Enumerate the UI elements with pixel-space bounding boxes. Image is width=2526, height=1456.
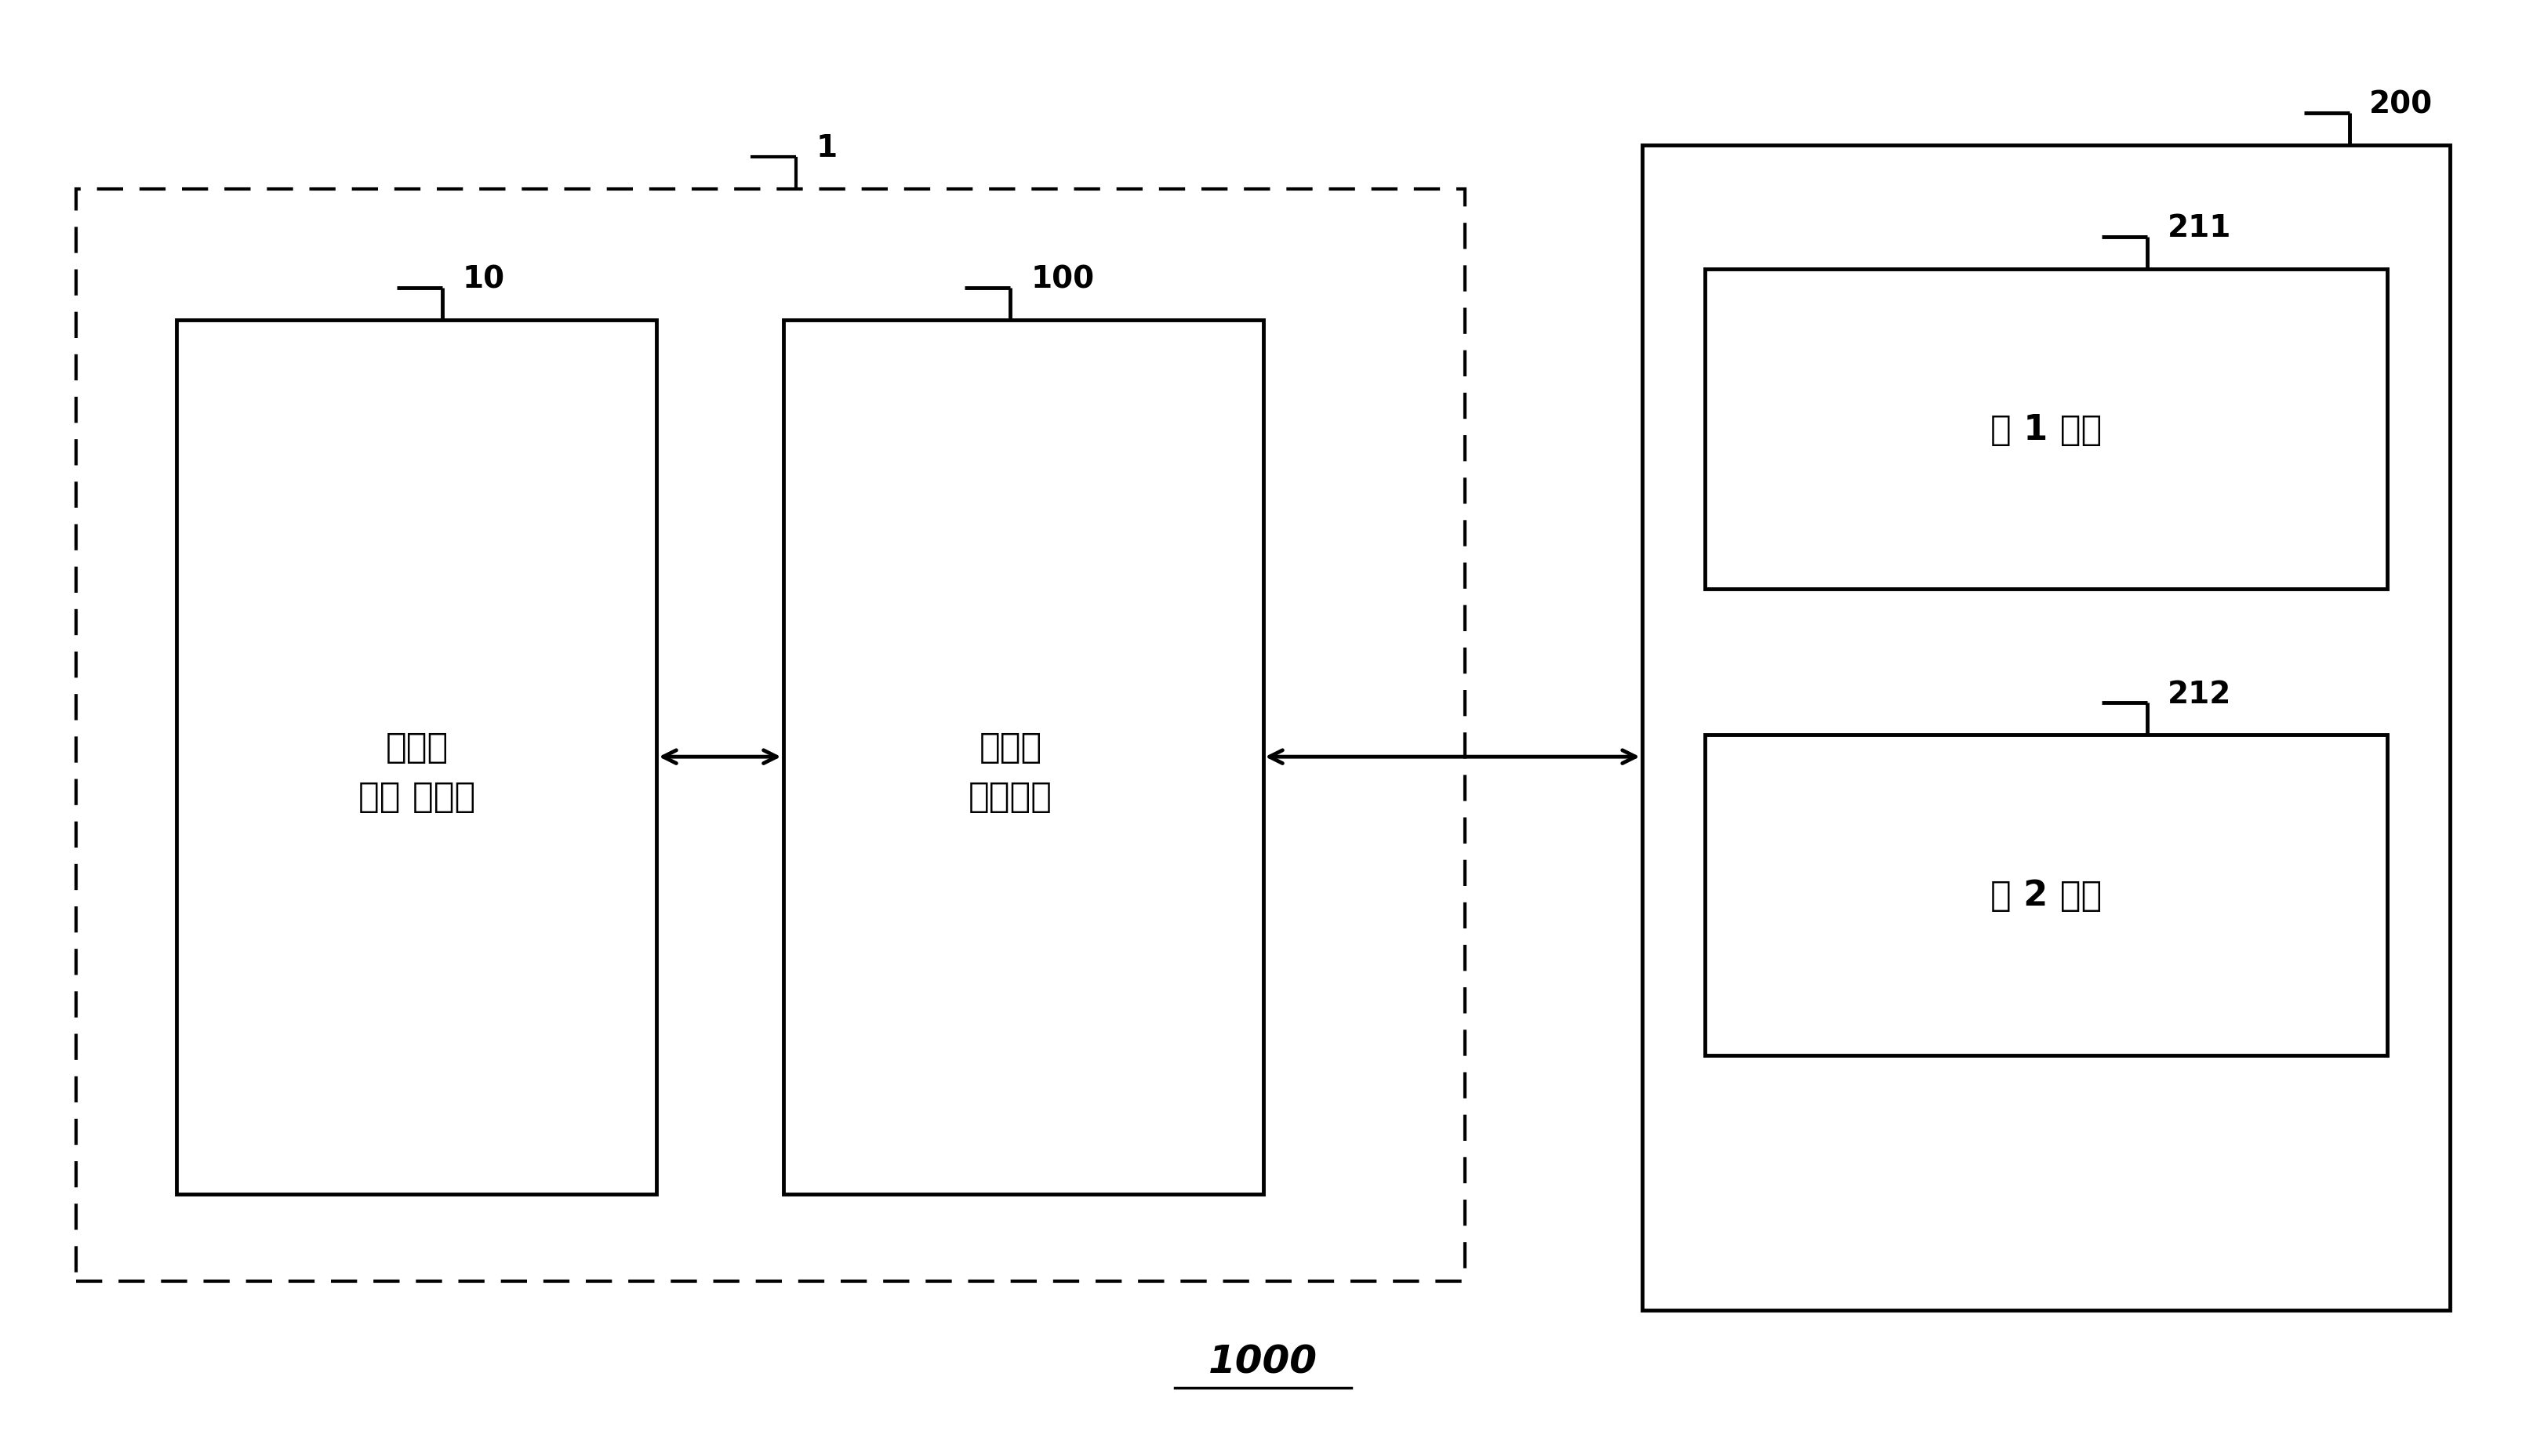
Text: 1000: 1000 [1207, 1342, 1319, 1380]
Text: 212: 212 [2167, 680, 2230, 709]
Text: 신경망
연산 처리부: 신경망 연산 처리부 [359, 729, 475, 814]
FancyBboxPatch shape [1705, 269, 2387, 590]
Text: 10: 10 [462, 265, 505, 294]
Text: 211: 211 [2167, 214, 2230, 243]
FancyBboxPatch shape [1642, 146, 2450, 1310]
Text: 메모리
컨트롤러: 메모리 컨트롤러 [967, 729, 1053, 814]
Text: 1: 1 [816, 134, 836, 163]
Text: 제 2 영역: 제 2 영역 [1990, 878, 2102, 913]
Text: 200: 200 [2369, 90, 2433, 119]
FancyBboxPatch shape [1705, 735, 2387, 1056]
Text: 100: 100 [1031, 265, 1094, 294]
FancyBboxPatch shape [783, 320, 1263, 1194]
Text: 제 1 영역: 제 1 영역 [1990, 412, 2102, 447]
FancyBboxPatch shape [177, 320, 657, 1194]
